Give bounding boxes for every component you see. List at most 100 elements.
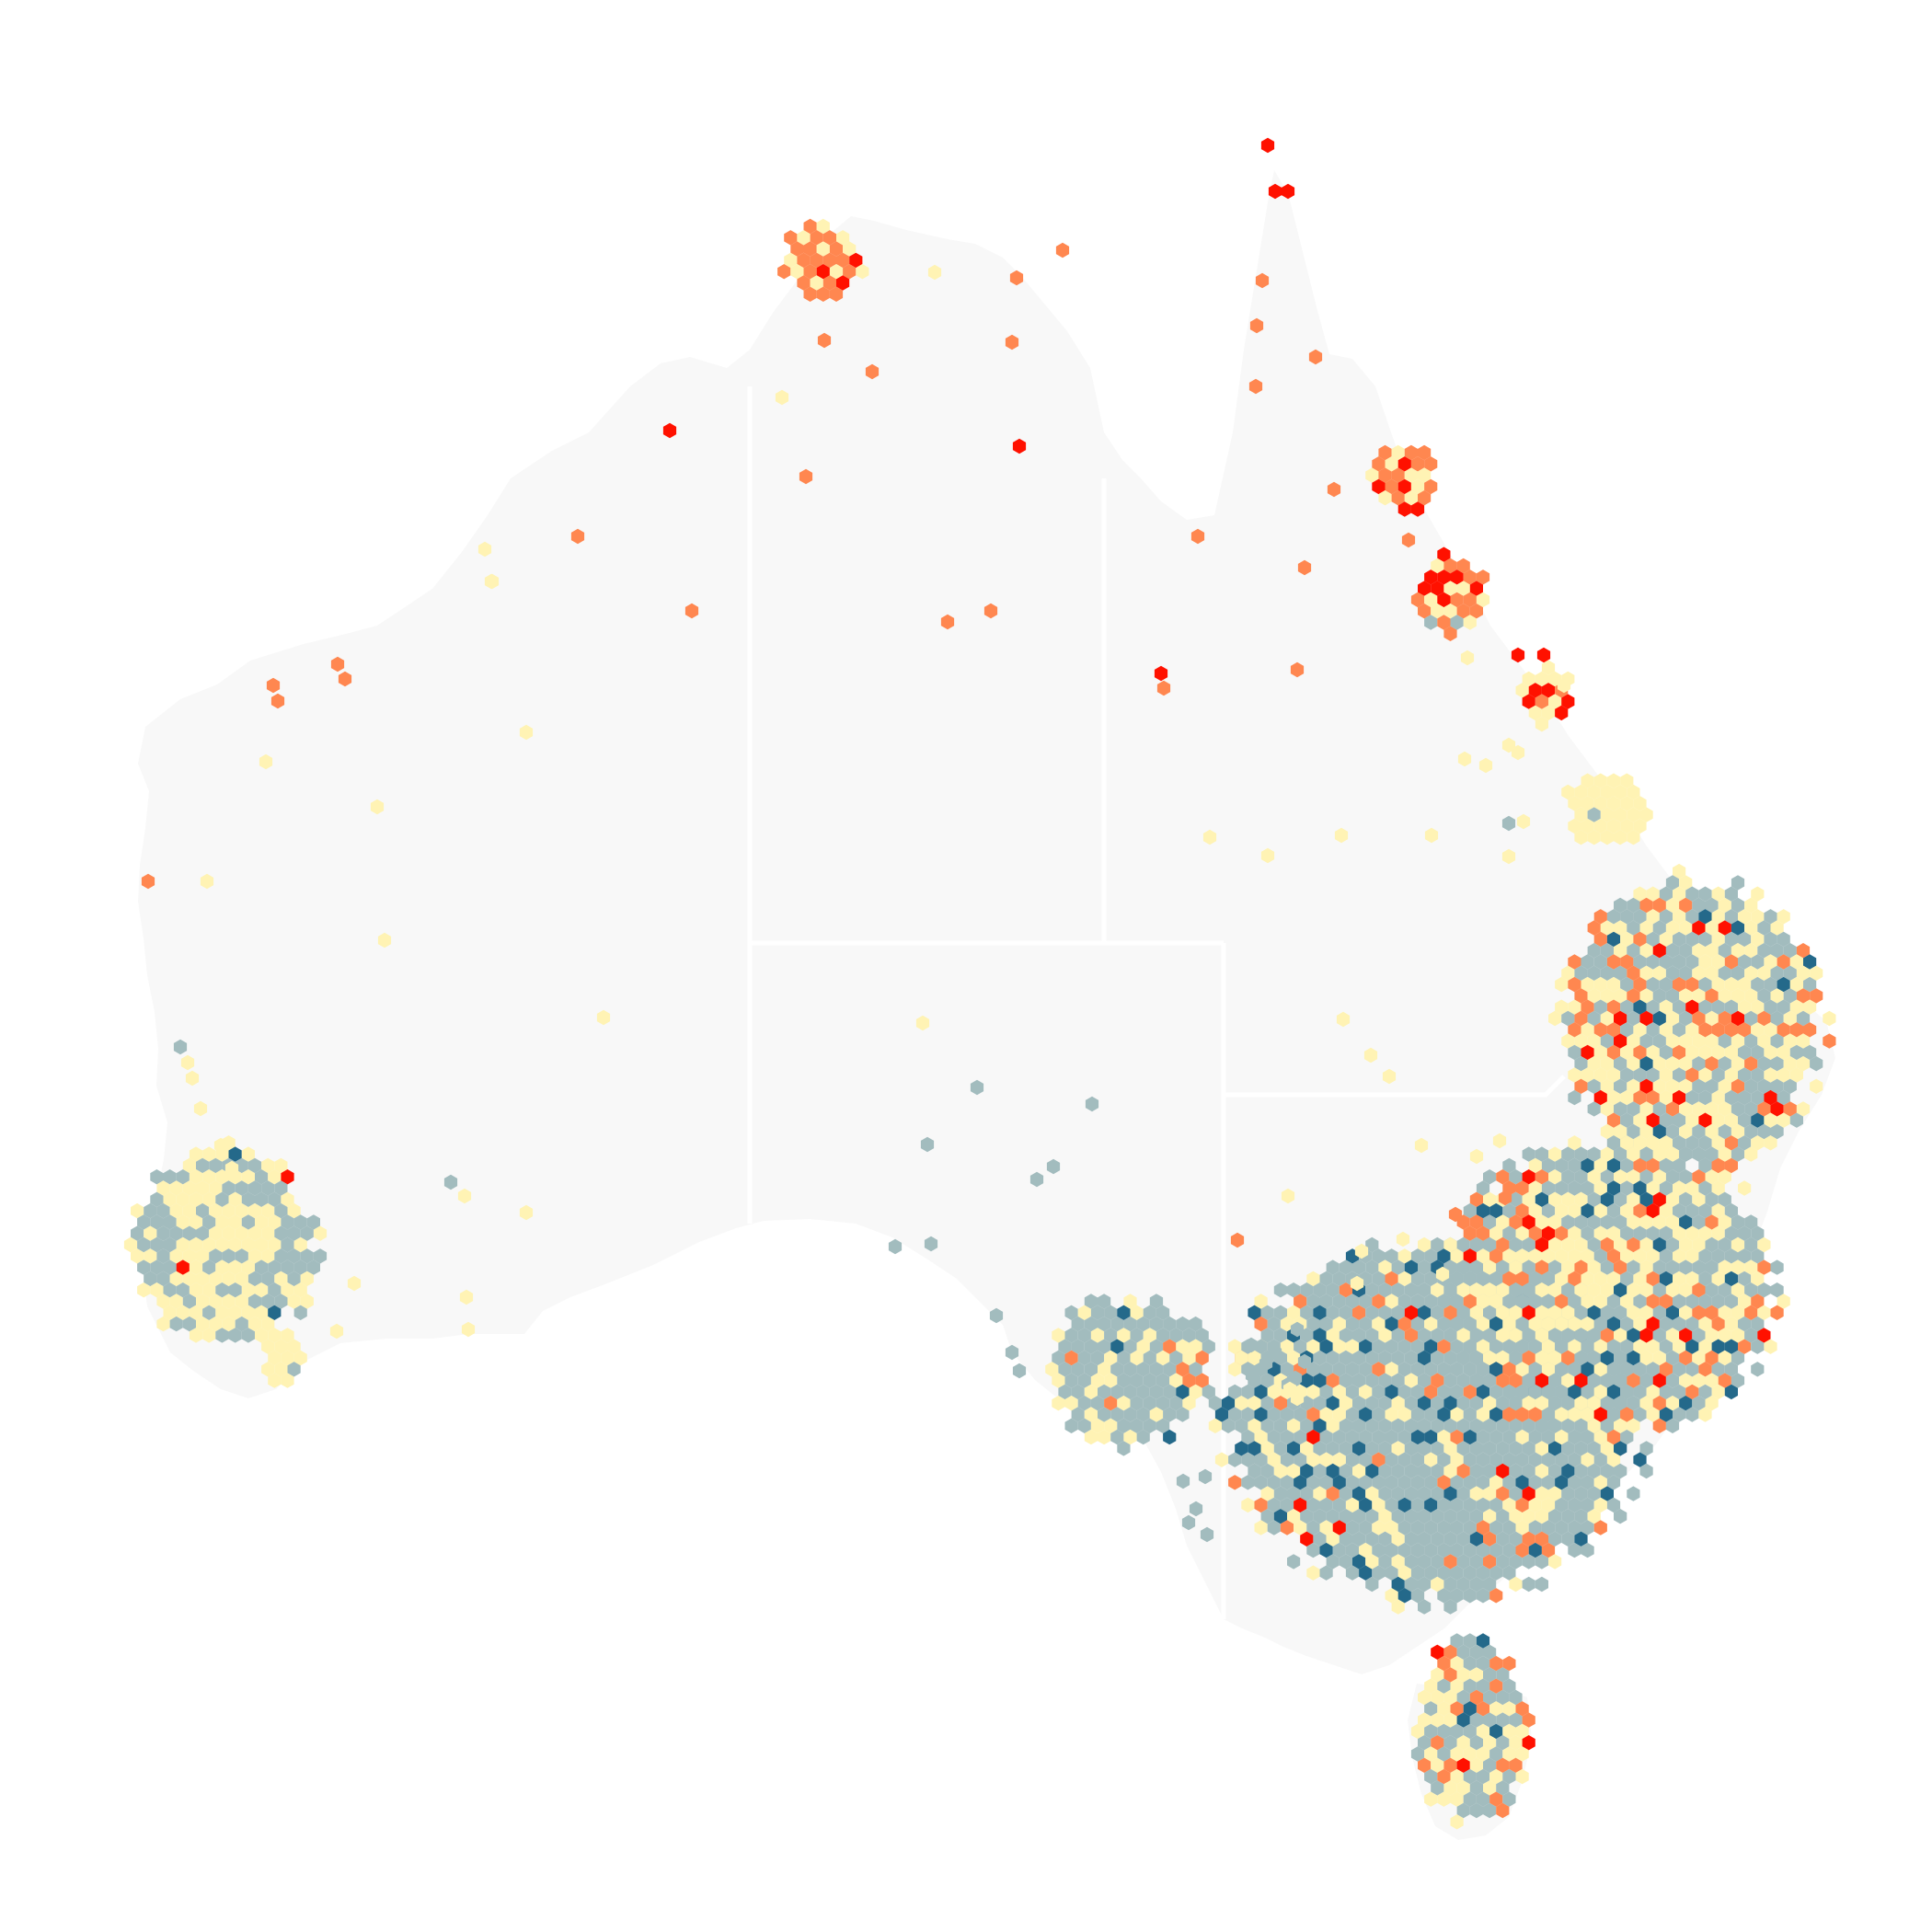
hex-cell [1665,1123,1680,1140]
hex-cell [1385,1248,1398,1264]
hex-cell [803,218,817,235]
hex-cell [1692,1146,1706,1162]
hex-cell [1502,1157,1516,1174]
hex-cell [1639,1078,1653,1094]
hex-cell [1633,931,1647,948]
hex-cell [1418,1712,1432,1728]
hex-cell [1156,680,1171,696]
hex-cell [1639,988,1653,1004]
hex-cell [1496,1373,1510,1388]
hex-cell [1600,988,1614,1004]
hex-cell [1600,1350,1614,1366]
hex-cell [1431,1757,1444,1773]
hex-cell [1077,1396,1091,1411]
hex-cell [1397,1520,1411,1535]
hex-cell [1718,1214,1731,1230]
hex-cell [1136,1429,1150,1445]
hex-cell [1718,965,1731,981]
hex-cell [1593,1497,1607,1513]
hex-cell [1489,1202,1503,1219]
hex-cell [1496,1236,1510,1253]
hex-cell [293,1236,307,1253]
hex-cell [1718,1305,1731,1320]
hex-cell [1555,1202,1569,1219]
hex-cell [1287,1463,1301,1479]
hex-cell [1469,1418,1483,1433]
hex-cell [1705,897,1719,914]
hex-cell [1620,1067,1634,1083]
hex-cell [377,932,392,949]
hex-cell [1535,1146,1548,1162]
hex-cell [1528,1225,1542,1241]
hex-cell [1561,784,1575,800]
hex-cell [1443,1531,1457,1547]
hex-cell [1600,920,1614,936]
hex-cell [1104,1305,1118,1320]
hex-cell [1424,1407,1438,1422]
hex-cell [1731,1282,1745,1298]
hex-cell [1306,1271,1320,1287]
hex-cell [1476,1542,1490,1558]
hex-cell [1496,1486,1510,1501]
hex-cell [1058,1339,1072,1354]
hex-cell [1679,897,1693,914]
hex-cell [1489,1407,1503,1422]
hex-cell [1469,1191,1483,1207]
hex-cell [797,252,811,269]
hex-cell [1071,1407,1085,1422]
hex-cell [1652,1305,1666,1320]
hex-cell [1489,1294,1503,1309]
hex-cell [1319,1407,1333,1422]
hex-cell [1195,1373,1209,1388]
hex-cell [1593,796,1607,811]
hex-cell [300,1294,314,1309]
hex-cell [1515,1475,1529,1490]
hex-cell [1222,1396,1236,1411]
hex-cell [1460,650,1475,666]
hex-cell [1509,1350,1523,1366]
hex-cell [1418,1259,1432,1275]
hex-cell [268,1259,282,1275]
hex-cell [1443,1350,1457,1366]
hex-cell [281,1328,294,1343]
hex-cell [1627,1486,1640,1501]
hex-cell [1437,1542,1451,1558]
hex-cell [150,1169,164,1185]
hex-cell [1149,1362,1164,1377]
hex-cell [1098,1316,1111,1332]
hex-cell [1718,1350,1731,1366]
hex-cell [1665,988,1680,1004]
hex-cell [1469,1350,1483,1366]
hex-cell [268,1305,282,1320]
hex-cell [213,1137,228,1154]
hex-cell [1555,1497,1569,1513]
hex-cell [1509,1486,1523,1501]
hex-cell [1810,1056,1823,1072]
hex-cell [1502,1520,1516,1535]
hex-cell [1254,1294,1268,1309]
hex-cell [1646,1271,1660,1287]
hex-cell [1620,1180,1634,1196]
hex-cell [1463,1723,1477,1740]
hex-cell [1456,1757,1470,1773]
hex-cell [1306,1339,1320,1354]
hex-cell [849,252,863,269]
hex-cell [1593,1067,1607,1083]
hex-cell [1639,1236,1653,1253]
hex-cell [1698,909,1712,925]
hex-cell [1593,1520,1607,1535]
hex-cell [1332,1362,1346,1377]
hex-cell [461,1321,476,1338]
hex-cell [940,614,955,630]
hex-cell [1665,1328,1680,1343]
hex-cell [1372,1542,1386,1558]
hex-cell [1685,1089,1699,1106]
hex-cell [1437,1339,1451,1354]
hex-cell [1606,1294,1621,1309]
hex-cell [1620,1294,1634,1309]
hex-cell [1450,1520,1464,1535]
hex-cell [1515,1497,1529,1513]
hex-cell [1614,1169,1627,1185]
hex-cell [1633,818,1647,834]
hex-cell [1581,1180,1594,1196]
